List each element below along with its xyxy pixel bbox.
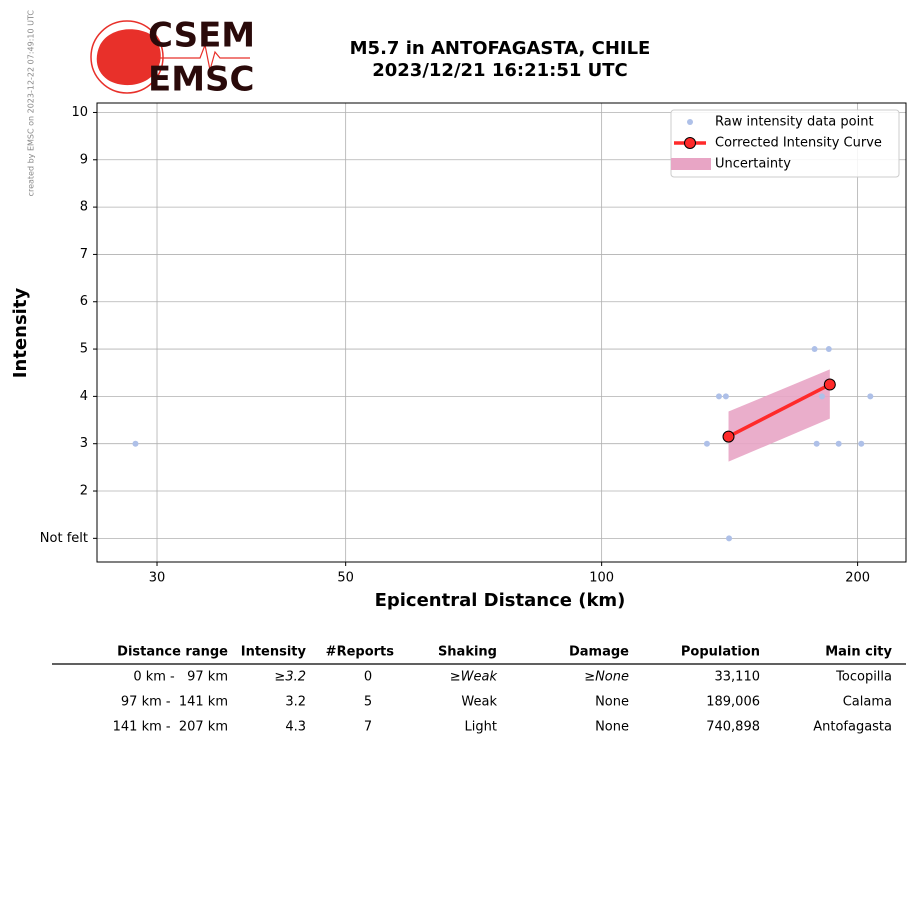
logo-ring	[90, 20, 164, 94]
table-cell: None	[595, 695, 629, 710]
data-point	[825, 346, 832, 353]
data-point	[703, 440, 710, 447]
y-tick-label: 5	[80, 342, 88, 357]
uncertainty-band	[728, 369, 830, 462]
table-cell: Weak	[461, 695, 497, 710]
table-cell: 33,110	[715, 670, 761, 685]
table-cell: 7	[364, 720, 372, 735]
y-tick-label: Not felt	[40, 531, 88, 546]
table-cell: 4.3	[285, 720, 306, 735]
table-cell: Tocopilla	[835, 670, 892, 685]
table-header: Intensity	[241, 645, 307, 660]
plot-frame	[96, 102, 907, 563]
logo-wave	[160, 42, 250, 71]
x-axis-label: Epicentral Distance (km)	[375, 590, 626, 611]
table-cell: ≥None	[584, 670, 629, 685]
x-tick-label: 30	[149, 571, 166, 586]
logo-top: CSEM	[148, 16, 255, 56]
table-cell: 5	[364, 695, 372, 710]
data-point	[132, 440, 139, 447]
data-point	[813, 440, 820, 447]
table-cell: 141 km - 207 km	[113, 720, 228, 735]
y-tick-label: 10	[71, 105, 88, 120]
credit: created by EMSC on 2023-12-22 07:49:10 U…	[27, 10, 36, 197]
data-point	[858, 440, 865, 447]
y-tick-label: 3	[80, 436, 88, 451]
data-point	[715, 393, 722, 400]
curve-point	[823, 378, 836, 391]
x-tick-label: 100	[589, 571, 614, 586]
table-cell: ≥3.2	[274, 670, 306, 685]
table-header: #Reports	[326, 645, 395, 660]
y-tick-label: 9	[80, 152, 88, 167]
table-cell: 740,898	[706, 720, 760, 735]
y-axis-label: Intensity	[10, 288, 31, 379]
legend-label: Uncertainty	[715, 157, 791, 172]
logo-bottom: EMSC	[148, 60, 255, 100]
chart-subtitle: 2023/12/21 16:21:51 UTC	[372, 60, 628, 81]
table-cell: None	[595, 720, 629, 735]
y-tick-label: 6	[80, 294, 88, 309]
table-header: Shaking	[438, 645, 497, 660]
y-tick-label: 4	[80, 389, 88, 404]
table-cell: 0 km - 97 km	[133, 670, 228, 685]
data-point	[867, 393, 874, 400]
data-point	[818, 393, 825, 400]
data-point	[835, 440, 842, 447]
table-cell: 3.2	[285, 695, 306, 710]
table-cell: 189,006	[706, 695, 760, 710]
data-point	[811, 346, 818, 353]
table-cell: ≥Weak	[450, 670, 498, 685]
table-header: Distance range	[117, 645, 228, 660]
legend-label: Raw intensity data point	[715, 115, 874, 130]
legend-marker	[687, 119, 693, 125]
x-tick-label: 200	[845, 571, 870, 586]
table-header: Damage	[569, 645, 629, 660]
legend: Raw intensity data point Corrected Intens…	[670, 109, 900, 178]
data-point	[722, 393, 729, 400]
table-header: Population	[681, 645, 760, 660]
y-tick-label: 2	[80, 484, 88, 499]
chart-title: M5.7 in ANTOFAGASTA, CHILE	[350, 38, 651, 59]
data-point	[726, 535, 733, 542]
table-cell: 97 km - 141 km	[121, 695, 228, 710]
table-header: Main city	[825, 645, 892, 660]
legend-marker	[684, 137, 696, 149]
y-tick-label: 7	[80, 247, 88, 262]
table-cell: Calama	[843, 695, 892, 710]
logo-globe	[96, 29, 161, 86]
x-tick-label: 50	[337, 571, 354, 586]
logo: CSEM EMSC	[90, 16, 255, 100]
y-tick-label: 8	[80, 200, 88, 215]
table-cell: Antofagasta	[813, 720, 892, 735]
legend-marker	[671, 158, 711, 170]
legend-label: Corrected Intensity Curve	[715, 136, 882, 151]
curve	[727, 382, 831, 439]
table-cell: 0	[364, 670, 372, 685]
table: Distance range Intensity #Reports Shaking Da…	[52, 645, 906, 735]
legend-box	[670, 109, 900, 178]
curve-point	[722, 430, 735, 443]
table-cell: Light	[465, 720, 497, 735]
plot: 30 50 100 200 Not felt 2 3 4 5 6 7 8 9 10 Raw intensit…	[40, 102, 907, 586]
